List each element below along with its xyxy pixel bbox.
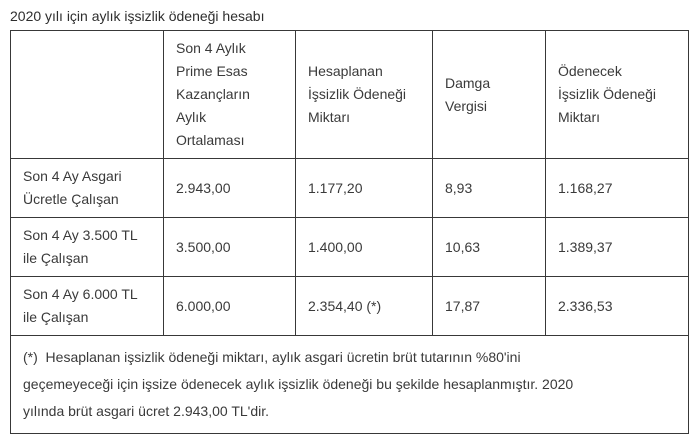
footnote-cell: (*) Hesaplanan işsizlik ödeneği miktarı,… xyxy=(10,335,689,434)
header-cell-stamp-tax: Damga Vergisi xyxy=(432,30,546,159)
cell-stamp-tax: 17,87 xyxy=(432,276,546,336)
table-row-minimum-wage: Son 4 Ay Asgari Ücretle Çalışan 2.943,00… xyxy=(10,158,689,218)
cell-stamp-tax: 10,63 xyxy=(432,217,546,277)
footnote-row: (*) Hesaplanan işsizlik ödeneği miktarı,… xyxy=(10,335,689,434)
page: 2020 yılı için aylık işsizlik ödeneği he… xyxy=(0,8,700,434)
row-label: Son 4 Ay 6.000 TL ile Çalışan xyxy=(10,276,164,336)
cell-calculated-benefit: 2.354,40 (*) xyxy=(295,276,433,336)
cell-payable-benefit: 2.336,53 xyxy=(545,276,689,336)
cell-stamp-tax: 8,93 xyxy=(432,158,546,218)
header-cell-payable-benefit: Ödenecek İşsizlik Ödeneği Miktarı xyxy=(545,30,689,159)
page-title: 2020 yılı için aylık işsizlik ödeneği he… xyxy=(10,8,265,24)
unemployment-benefit-table: Son 4 Aylık Prime Esas Kazançların Aylık… xyxy=(10,30,689,434)
row-label: Son 4 Ay 3.500 TL ile Çalışan xyxy=(10,217,164,277)
cell-average-earnings: 3.500,00 xyxy=(163,217,296,277)
header-cell-calculated-benefit: Hesaplanan İşsizlik Ödeneği Miktarı xyxy=(295,30,433,159)
cell-average-earnings: 2.943,00 xyxy=(163,158,296,218)
cell-payable-benefit: 1.389,37 xyxy=(545,217,689,277)
table-row-3500: Son 4 Ay 3.500 TL ile Çalışan 3.500,00 1… xyxy=(10,217,689,277)
header-row: Son 4 Aylık Prime Esas Kazançların Aylık… xyxy=(10,30,689,159)
cell-average-earnings: 6.000,00 xyxy=(163,276,296,336)
header-cell-blank xyxy=(10,30,164,159)
table-row-6000: Son 4 Ay 6.000 TL ile Çalışan 6.000,00 2… xyxy=(10,276,689,336)
cell-calculated-benefit: 1.177,20 xyxy=(295,158,433,218)
cell-calculated-benefit: 1.400,00 xyxy=(295,217,433,277)
cell-payable-benefit: 1.168,27 xyxy=(545,158,689,218)
row-label: Son 4 Ay Asgari Ücretle Çalışan xyxy=(10,158,164,218)
header-cell-prime-earnings-average: Son 4 Aylık Prime Esas Kazançların Aylık… xyxy=(163,30,296,159)
footnote-text: (*) Hesaplanan işsizlik ödeneği miktarı,… xyxy=(23,349,578,419)
